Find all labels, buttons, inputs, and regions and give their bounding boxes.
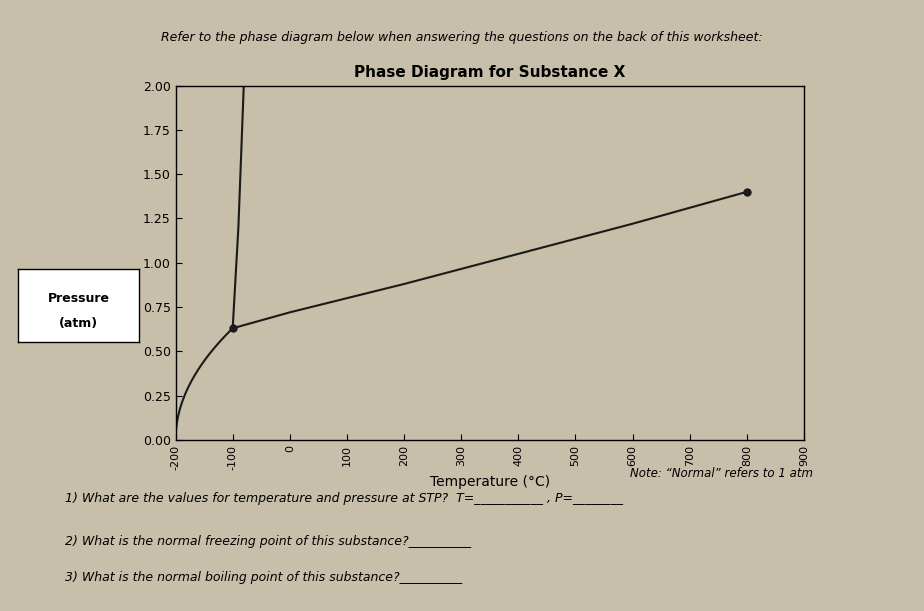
Text: (atm): (atm) bbox=[59, 317, 98, 331]
Text: Note: “Normal” refers to 1 atm: Note: “Normal” refers to 1 atm bbox=[630, 467, 813, 480]
Text: 3) What is the normal boiling point of this substance?__________: 3) What is the normal boiling point of t… bbox=[65, 571, 462, 584]
Text: 2) What is the normal freezing point of this substance?__________: 2) What is the normal freezing point of … bbox=[65, 535, 471, 547]
Text: Refer to the phase diagram below when answering the questions on the back of thi: Refer to the phase diagram below when an… bbox=[161, 31, 763, 43]
X-axis label: Temperature (°C): Temperature (°C) bbox=[430, 475, 550, 489]
Text: Pressure: Pressure bbox=[47, 291, 110, 305]
Title: Phase Diagram for Substance X: Phase Diagram for Substance X bbox=[354, 65, 626, 80]
Text: 1) What are the values for temperature and pressure at STP?  T=___________ , P=_: 1) What are the values for temperature a… bbox=[65, 492, 623, 505]
